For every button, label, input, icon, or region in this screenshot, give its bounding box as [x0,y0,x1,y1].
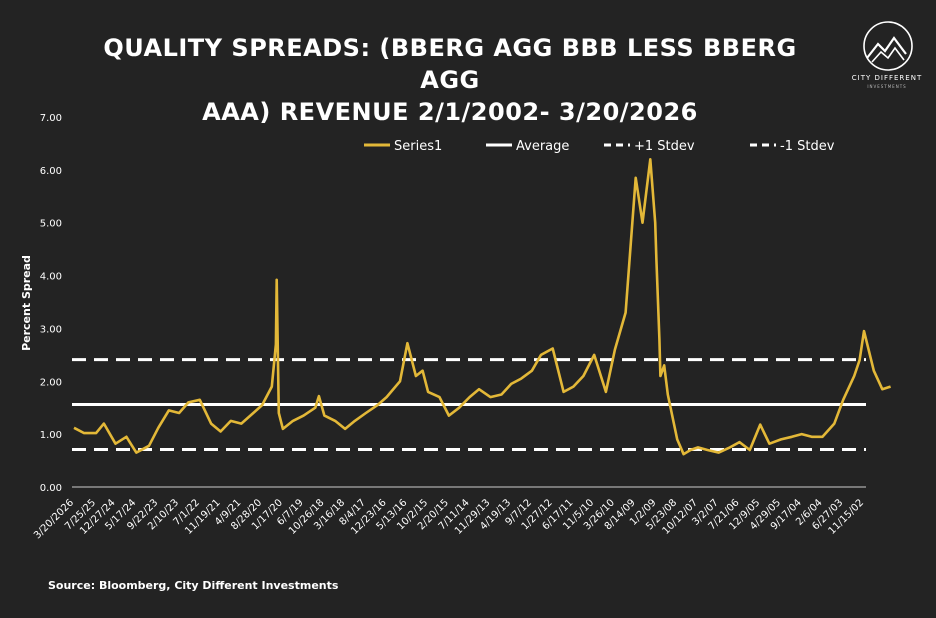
y-tick-label: 4.00 [40,272,62,283]
reference-lines [72,358,866,451]
legend-label: -1 Stdev [780,139,835,154]
y-tick-label: 1.00 [40,430,62,441]
legend-label: Average [516,139,569,154]
series1-line [73,158,891,456]
y-tick-label: 6.00 [40,166,62,177]
series-group [73,158,891,456]
y-tick-label: 5.00 [40,219,62,230]
legend-label: +1 Stdev [634,139,695,154]
x-axis: 3/20/20267/25/2512/27/245/17/249/22/232/… [32,497,866,541]
logo-name: CITY DIFFERENT [851,74,923,82]
y-axis-label: Percent Spread [20,255,33,351]
mountain-logo-icon [863,21,913,71]
legend-label: Series1 [394,139,442,154]
y-tick-label: 0.00 [40,483,62,494]
y-tick-label: 7.00 [40,113,62,124]
source-note: Source: Bloomberg, City Different Invest… [48,579,339,592]
y-axis: 0.00 1.00 2.00 3.00 4.00 5.00 6.00 7.00 [40,113,866,494]
y-tick-label: 3.00 [40,324,62,335]
chart-legend: Series1 Average +1 Stdev -1 Stdev [364,139,835,154]
logo-subtitle: INVESTMENTS [867,84,907,89]
y-tick-label: 2.00 [40,377,62,388]
chart-title-line-2: AAA) REVENUE 2/1/2002- 3/20/2026 [202,98,698,126]
chart-title-line-1: QUALITY SPREADS: (BBERG AGG BBB LESS BBE… [103,34,797,94]
chart-title: QUALITY SPREADS: (BBERG AGG BBB LESS BBE… [80,32,820,128]
